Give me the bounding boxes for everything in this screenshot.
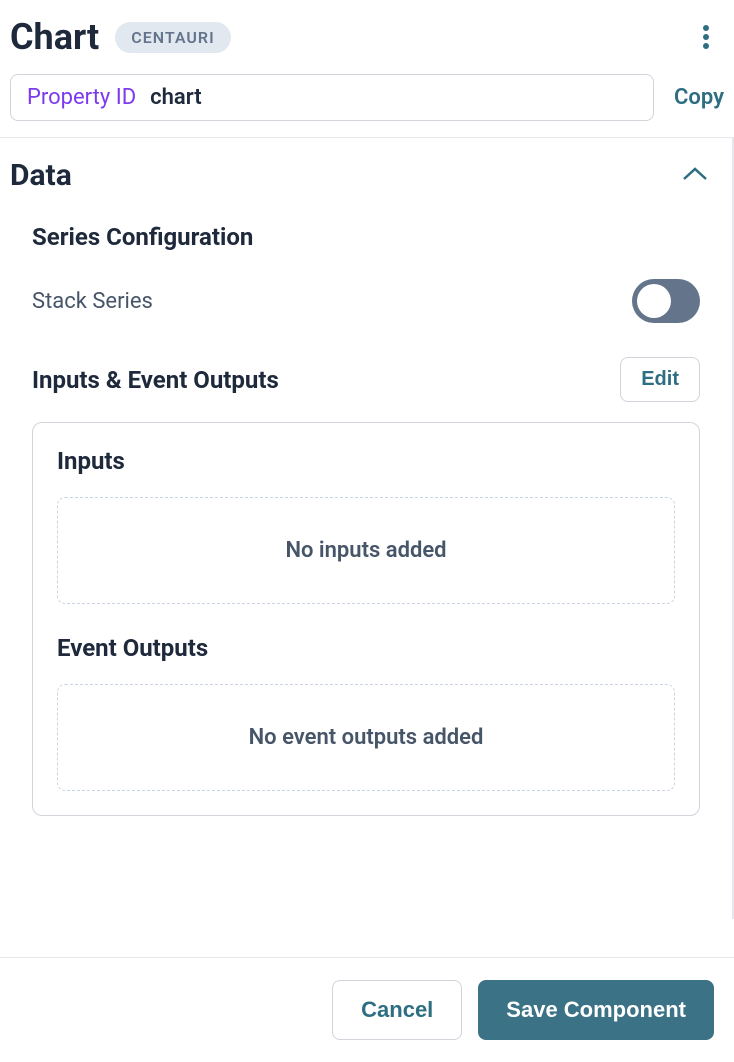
page-title: Chart xyxy=(10,16,99,58)
outputs-title: Event Outputs xyxy=(57,634,675,662)
header-row: Chart CENTAURI xyxy=(0,0,734,66)
io-title: Inputs & Event Outputs xyxy=(32,366,279,394)
outputs-empty-box: No event outputs added xyxy=(57,684,675,791)
property-id-box[interactable]: Property ID chart xyxy=(10,74,654,121)
chevron-up-icon[interactable] xyxy=(682,166,708,186)
save-button[interactable]: Save Component xyxy=(478,980,714,1040)
stack-series-row: Stack Series xyxy=(32,271,700,347)
app-badge: CENTAURI xyxy=(115,22,230,53)
property-id-label: Property ID xyxy=(27,85,136,110)
io-card: Inputs No inputs added Event Outputs No … xyxy=(32,422,700,816)
property-id-value: chart xyxy=(150,85,201,110)
section-header[interactable]: Data xyxy=(0,138,732,203)
stack-series-toggle[interactable] xyxy=(632,279,700,323)
cancel-button[interactable]: Cancel xyxy=(332,980,462,1040)
section-title: Data xyxy=(10,158,72,193)
content-area: Data Series Configuration Stack Series I… xyxy=(0,137,734,919)
footer: Cancel Save Component xyxy=(0,957,734,1062)
inputs-empty-box: No inputs added xyxy=(57,497,675,604)
header-left: Chart CENTAURI xyxy=(10,16,231,58)
edit-button[interactable]: Edit xyxy=(620,357,700,402)
inputs-title: Inputs xyxy=(57,447,675,475)
toggle-knob xyxy=(637,284,671,318)
series-config-section: Series Configuration Stack Series xyxy=(0,203,732,357)
more-options-icon[interactable] xyxy=(696,23,724,51)
io-header: Inputs & Event Outputs Edit xyxy=(0,357,732,422)
copy-button[interactable]: Copy xyxy=(674,85,724,110)
series-config-title: Series Configuration xyxy=(32,223,700,251)
stack-series-label: Stack Series xyxy=(32,289,153,314)
inputs-empty-text: No inputs added xyxy=(285,538,446,563)
property-row: Property ID chart Copy xyxy=(0,66,734,137)
outputs-empty-text: No event outputs added xyxy=(249,725,484,750)
